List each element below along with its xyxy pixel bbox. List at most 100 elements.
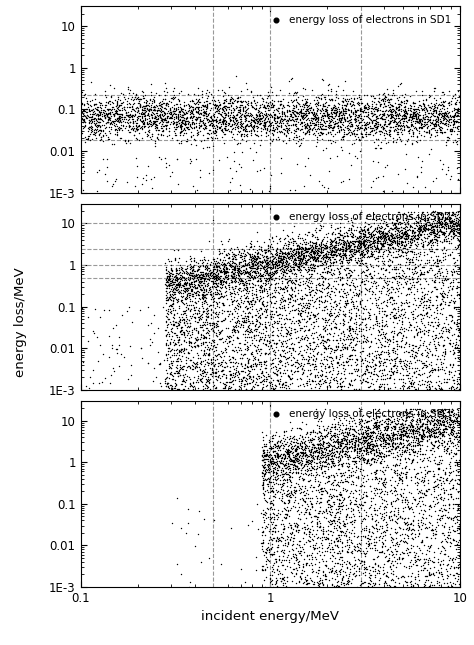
Point — [266, 289, 273, 299]
Point — [357, 248, 365, 259]
Point — [313, 309, 321, 319]
Point — [406, 426, 414, 436]
Point — [428, 521, 436, 531]
Point — [107, 115, 114, 125]
Point — [366, 579, 374, 589]
Point — [271, 554, 279, 564]
Point — [449, 264, 457, 274]
Point — [338, 545, 346, 555]
Point — [419, 226, 427, 237]
Point — [439, 270, 447, 281]
Point — [430, 120, 438, 130]
Point — [395, 475, 402, 485]
Point — [316, 302, 323, 312]
Point — [411, 472, 419, 482]
Point — [174, 384, 182, 394]
Point — [316, 447, 323, 457]
Point — [186, 120, 194, 130]
Point — [159, 130, 167, 140]
Point — [443, 114, 450, 124]
Point — [289, 112, 296, 122]
Point — [276, 475, 284, 486]
Point — [298, 285, 305, 295]
Point — [383, 283, 391, 293]
Point — [309, 259, 317, 269]
Point — [88, 104, 96, 115]
Point — [273, 553, 280, 564]
Point — [331, 290, 339, 300]
Point — [418, 432, 426, 442]
Point — [148, 129, 156, 139]
Point — [321, 546, 328, 556]
Point — [358, 250, 365, 260]
Point — [328, 526, 335, 536]
Point — [143, 117, 150, 127]
Point — [430, 442, 438, 453]
Point — [199, 365, 206, 375]
Point — [180, 329, 188, 339]
Point — [351, 442, 359, 452]
Point — [281, 451, 289, 462]
Point — [213, 121, 220, 131]
Point — [307, 252, 315, 262]
Point — [93, 109, 100, 119]
Point — [278, 107, 285, 117]
Point — [387, 292, 394, 302]
Point — [275, 256, 283, 266]
Point — [237, 250, 244, 260]
Point — [440, 109, 447, 119]
Point — [399, 442, 407, 452]
Point — [178, 110, 186, 121]
Point — [347, 503, 355, 513]
Point — [380, 297, 387, 307]
Point — [200, 107, 208, 117]
Point — [276, 253, 283, 264]
Point — [419, 114, 426, 124]
Point — [354, 236, 362, 246]
Point — [453, 210, 460, 221]
Point — [386, 112, 394, 123]
Point — [291, 571, 298, 581]
Point — [443, 442, 450, 453]
Point — [336, 489, 343, 499]
Point — [428, 275, 436, 285]
Point — [319, 234, 327, 244]
Point — [351, 467, 359, 477]
Point — [272, 295, 280, 306]
Point — [237, 110, 244, 121]
Point — [140, 119, 148, 129]
Point — [283, 453, 291, 464]
Point — [86, 122, 94, 132]
Point — [304, 535, 312, 546]
Point — [277, 439, 285, 450]
Point — [420, 559, 428, 569]
Point — [263, 307, 270, 317]
Point — [268, 251, 276, 261]
Point — [415, 508, 422, 518]
Point — [286, 471, 294, 482]
Point — [389, 88, 397, 98]
Point — [142, 101, 149, 112]
Point — [349, 470, 357, 480]
Point — [404, 122, 412, 132]
Point — [222, 123, 229, 134]
Point — [301, 277, 308, 288]
Point — [270, 325, 277, 335]
Point — [346, 252, 354, 263]
Point — [390, 117, 397, 127]
Point — [345, 541, 353, 551]
Point — [411, 115, 419, 126]
Point — [207, 116, 214, 126]
Point — [294, 247, 301, 257]
Point — [419, 449, 426, 459]
Point — [299, 305, 307, 315]
Point — [269, 501, 277, 511]
Point — [202, 284, 210, 294]
Point — [328, 566, 336, 576]
Point — [306, 526, 313, 537]
Point — [357, 526, 365, 536]
Point — [211, 95, 219, 106]
Point — [365, 578, 372, 588]
Point — [214, 321, 221, 331]
Point — [385, 352, 392, 362]
